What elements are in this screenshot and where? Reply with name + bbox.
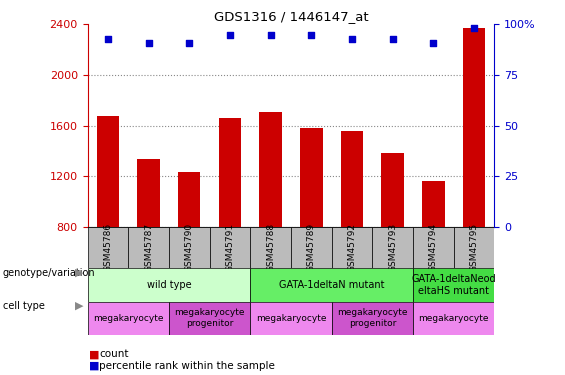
Text: megakaryocyte
progenitor: megakaryocyte progenitor (337, 309, 407, 328)
Bar (291, 227, 332, 268)
Point (266, 32, 275, 38)
Point (307, 32, 316, 38)
Bar (332, 227, 372, 268)
Text: GSM45790: GSM45790 (185, 223, 194, 272)
Bar (381, 153, 404, 227)
Text: GATA-1deltaN mutant: GATA-1deltaN mutant (279, 280, 384, 290)
Text: megakaryocyte
progenitor: megakaryocyte progenitor (175, 309, 245, 328)
Text: megakaryocyte: megakaryocyte (256, 314, 326, 322)
Point (388, 36, 397, 42)
Text: megakaryocyte: megakaryocyte (93, 314, 163, 322)
Text: GSM45793: GSM45793 (388, 223, 397, 272)
Point (429, 40, 438, 46)
Bar (454, 227, 494, 268)
Bar (259, 112, 282, 227)
Point (103, 36, 112, 42)
Bar (88, 268, 250, 302)
Bar (300, 128, 323, 227)
Bar (413, 227, 454, 268)
Bar (219, 118, 241, 227)
Text: ▶: ▶ (75, 301, 84, 310)
Bar (341, 131, 363, 227)
Text: genotype/variation: genotype/variation (3, 268, 95, 278)
Point (347, 36, 357, 42)
Bar (169, 302, 250, 335)
Text: ■: ■ (89, 361, 99, 370)
Point (144, 40, 153, 46)
Bar (88, 227, 128, 268)
Bar (128, 227, 169, 268)
Bar (372, 227, 413, 268)
Bar (88, 302, 169, 335)
Text: GSM45789: GSM45789 (307, 223, 316, 272)
Bar (332, 302, 413, 335)
Bar (169, 227, 210, 268)
Bar (210, 227, 250, 268)
Text: GSM45788: GSM45788 (266, 223, 275, 272)
Text: GATA-1deltaNeod
eltaHS mutant: GATA-1deltaNeod eltaHS mutant (411, 274, 496, 296)
Text: count: count (99, 350, 128, 359)
Text: megakaryocyte: megakaryocyte (419, 314, 489, 322)
Bar (178, 172, 201, 227)
Text: GSM45786: GSM45786 (103, 223, 112, 272)
Text: percentile rank within the sample: percentile rank within the sample (99, 361, 275, 370)
Text: GSM45787: GSM45787 (144, 223, 153, 272)
Bar (250, 268, 413, 302)
Text: ■: ■ (89, 350, 99, 359)
Point (185, 40, 194, 46)
Bar (137, 159, 160, 227)
Text: GSM45791: GSM45791 (225, 223, 234, 272)
Title: GDS1316 / 1446147_at: GDS1316 / 1446147_at (214, 10, 368, 23)
Bar (97, 116, 119, 227)
Text: wild type: wild type (147, 280, 191, 290)
Point (470, 26, 479, 32)
Text: ▶: ▶ (75, 268, 84, 278)
Text: cell type: cell type (3, 301, 45, 310)
Bar (250, 302, 332, 335)
Text: GSM45795: GSM45795 (470, 223, 479, 272)
Bar (250, 227, 291, 268)
Bar (413, 302, 494, 335)
Bar (463, 28, 485, 227)
Bar (413, 268, 494, 302)
Bar (422, 182, 445, 227)
Text: GSM45794: GSM45794 (429, 223, 438, 272)
Point (225, 32, 234, 38)
Text: GSM45792: GSM45792 (347, 223, 357, 272)
